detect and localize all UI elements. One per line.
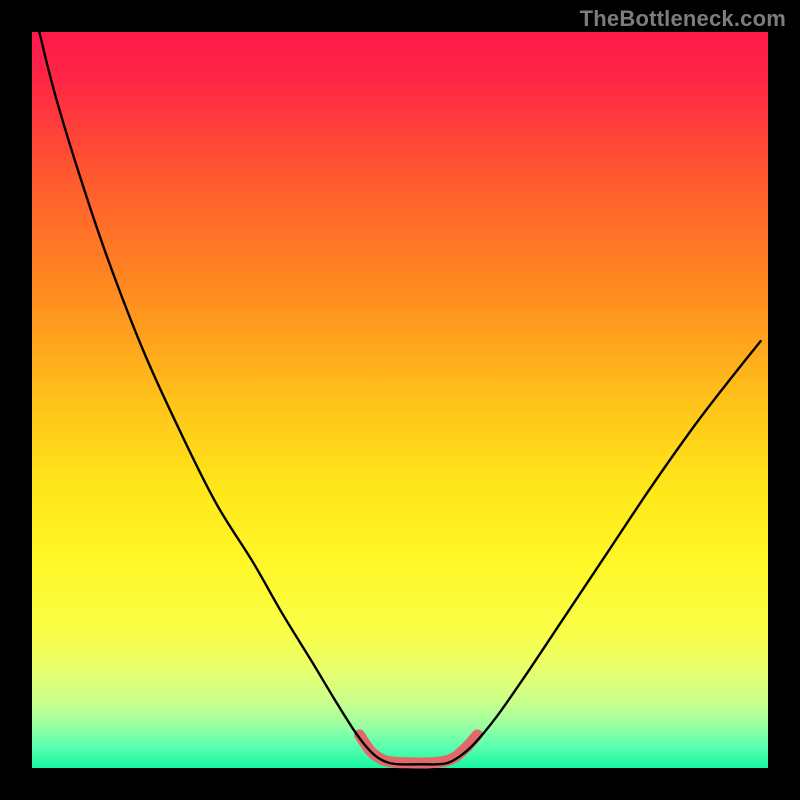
curve-layer: [0, 0, 800, 800]
bottleneck-curve: [39, 32, 760, 764]
watermark-text: TheBottleneck.com: [580, 6, 786, 32]
optimal-range-highlight: [360, 735, 478, 763]
bottleneck-chart: TheBottleneck.com: [0, 0, 800, 800]
